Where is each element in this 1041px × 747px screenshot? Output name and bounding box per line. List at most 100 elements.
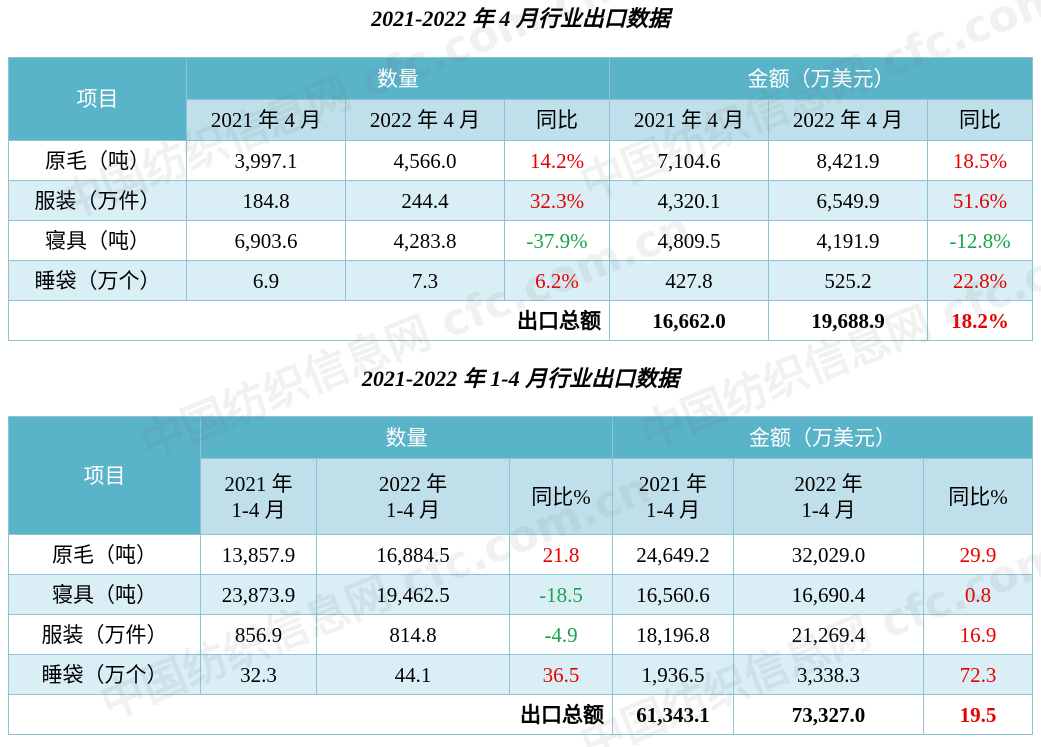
- total-label: 出口总额: [7, 694, 614, 735]
- row-name: 寝具（吨）: [8, 574, 201, 615]
- header-a-2022: 2022 年 1-4 月: [733, 458, 925, 535]
- a-yoy: 22.8%: [927, 260, 1034, 301]
- header-q-2021: 2021 年 1-4 月: [200, 458, 317, 535]
- header-year: 2022 年: [794, 471, 863, 496]
- q-yoy: 6.2%: [503, 260, 611, 301]
- a-2021: 1,936.5: [612, 654, 735, 695]
- q-yoy: 21.8: [508, 534, 614, 575]
- row-name: 睡袋（万个）: [8, 260, 187, 301]
- header-period: 1-4 月: [645, 497, 701, 522]
- q-yoy: 36.5: [508, 654, 614, 695]
- table-row: 睡袋（万个） 6.9 7.3 6.2% 427.8 525.2 22.8%: [8, 260, 1034, 301]
- total-a-2022: 19,688.9: [768, 300, 929, 341]
- header-a-yoy: 同比%: [923, 458, 1034, 535]
- a-2022: 32,029.0: [733, 534, 925, 575]
- q-2021: 6.9: [186, 260, 346, 301]
- header-q-yoy: 同比%: [508, 458, 614, 535]
- row-name: 服装（万件）: [8, 614, 201, 655]
- row-name: 寝具（吨）: [8, 220, 187, 261]
- q-2021: 32.3: [200, 654, 317, 695]
- q-2022: 44.1: [316, 654, 510, 695]
- a-yoy: 72.3: [923, 654, 1034, 695]
- header-period: 1-4 月: [801, 497, 856, 522]
- header-period: 1-4 月: [231, 497, 286, 522]
- a-yoy: 29.9: [923, 534, 1034, 575]
- header-amount: 金额（万美元）: [609, 57, 1034, 100]
- a-2022: 16,690.4: [733, 574, 925, 615]
- table-row: 原毛（吨） 3,997.1 4,566.0 14.2% 7,104.6 8,42…: [8, 140, 1034, 181]
- ytd-export-table: 项目 数量 金额（万美元） 2021 年 1-4 月 2022 年 1-4 月 同比…: [7, 416, 1034, 735]
- q-2022: 814.8: [316, 614, 510, 655]
- row-name: 原毛（吨）: [8, 140, 187, 181]
- total-yoy: 18.2%: [927, 300, 1034, 341]
- a-yoy: 51.6%: [927, 180, 1034, 221]
- a-2021: 4,320.1: [609, 180, 770, 221]
- header-quantity: 数量: [199, 416, 614, 459]
- a-2022: 3,338.3: [733, 654, 925, 695]
- a-2022: 21,269.4: [733, 614, 925, 655]
- a-yoy: 18.5%: [927, 140, 1034, 181]
- q-yoy: 14.2%: [503, 140, 611, 181]
- a-yoy: 16.9: [923, 614, 1034, 655]
- total-label: 出口总额: [7, 300, 611, 341]
- table-row: 寝具（吨） 6,903.6 4,283.8 -37.9% 4,809.5 4,1…: [8, 220, 1034, 261]
- q-2022: 19,462.5: [316, 574, 510, 615]
- monthly-export-table: 项目 数量 金额（万美元） 2021 年 4 月 2022 年 4 月 同比 2…: [7, 57, 1034, 341]
- header-item: 项目: [8, 57, 187, 141]
- header-a-2022: 2022 年 4 月: [768, 99, 929, 141]
- q-yoy: -4.9: [508, 614, 614, 655]
- table-row: 寝具（吨） 23,873.9 19,462.5 -18.5 16,560.6 1…: [8, 574, 1034, 615]
- total-a-2021: 61,343.1: [612, 694, 735, 735]
- header-q-yoy: 同比: [503, 99, 611, 141]
- header-period: 1-4 月: [385, 497, 441, 522]
- a-2021: 18,196.8: [612, 614, 735, 655]
- a-yoy: -12.8%: [927, 220, 1034, 261]
- table-row: 服装（万件） 184.8 244.4 32.3% 4,320.1 6,549.9…: [8, 180, 1034, 221]
- q-2021: 23,873.9: [200, 574, 317, 615]
- header-a-2021: 2021 年 4 月: [609, 99, 770, 141]
- q-yoy: -18.5: [508, 574, 614, 615]
- a-2022: 525.2: [768, 260, 929, 301]
- row-name: 服装（万件）: [8, 180, 187, 221]
- row-name: 原毛（吨）: [8, 534, 201, 575]
- q-2021: 6,903.6: [186, 220, 346, 261]
- a-2022: 8,421.9: [768, 140, 929, 181]
- table1-title: 2021-2022 年 4 月行业出口数据: [371, 6, 670, 31]
- total-a-2022: 73,327.0: [733, 694, 925, 735]
- total-a-2021: 16,662.0: [609, 300, 770, 341]
- table2-title: 2021-2022 年 1-4 月行业出口数据: [361, 366, 680, 391]
- total-row: 出口总额 16,662.0 19,688.9 18.2%: [7, 300, 1034, 341]
- header-year: 2021 年: [638, 471, 708, 496]
- q-2022: 7.3: [345, 260, 505, 301]
- q-2022: 244.4: [345, 180, 505, 221]
- a-2021: 16,560.6: [612, 574, 735, 615]
- a-2021: 7,104.6: [609, 140, 770, 181]
- q-2021: 13,857.9: [200, 534, 317, 575]
- header-a-2021: 2021 年 1-4 月: [612, 458, 735, 535]
- a-2022: 6,549.9: [768, 180, 929, 221]
- q-yoy: 32.3%: [503, 180, 611, 221]
- q-2021: 856.9: [200, 614, 317, 655]
- table-row: 服装（万件） 856.9 814.8 -4.9 18,196.8 21,269.…: [8, 614, 1034, 655]
- q-2022: 4,566.0: [345, 140, 505, 181]
- a-2021: 427.8: [609, 260, 770, 301]
- table-row: 原毛（吨） 13,857.9 16,884.5 21.8 24,649.2 32…: [8, 534, 1034, 575]
- header-q-2021: 2021 年 4 月: [186, 99, 346, 141]
- header-q-2022: 2022 年 4 月: [345, 99, 505, 141]
- header-quantity: 数量: [185, 57, 611, 100]
- header-q-2022: 2022 年 1-4 月: [316, 458, 510, 535]
- row-name: 睡袋（万个）: [8, 654, 201, 695]
- header-year: 2021 年: [224, 471, 293, 496]
- header-year: 2022 年: [378, 471, 448, 496]
- q-2021: 184.8: [186, 180, 346, 221]
- a-yoy: 0.8: [923, 574, 1034, 615]
- total-yoy: 19.5: [923, 694, 1034, 735]
- a-2022: 4,191.9: [768, 220, 929, 261]
- q-yoy: -37.9%: [503, 220, 611, 261]
- table-row: 睡袋（万个） 32.3 44.1 36.5 1,936.5 3,338.3 72…: [8, 654, 1034, 695]
- header-item: 项目: [8, 416, 201, 535]
- header-amount: 金额（万美元）: [612, 416, 1034, 459]
- a-2021: 4,809.5: [609, 220, 770, 261]
- header-a-yoy: 同比: [927, 99, 1034, 141]
- q-2022: 16,884.5: [316, 534, 510, 575]
